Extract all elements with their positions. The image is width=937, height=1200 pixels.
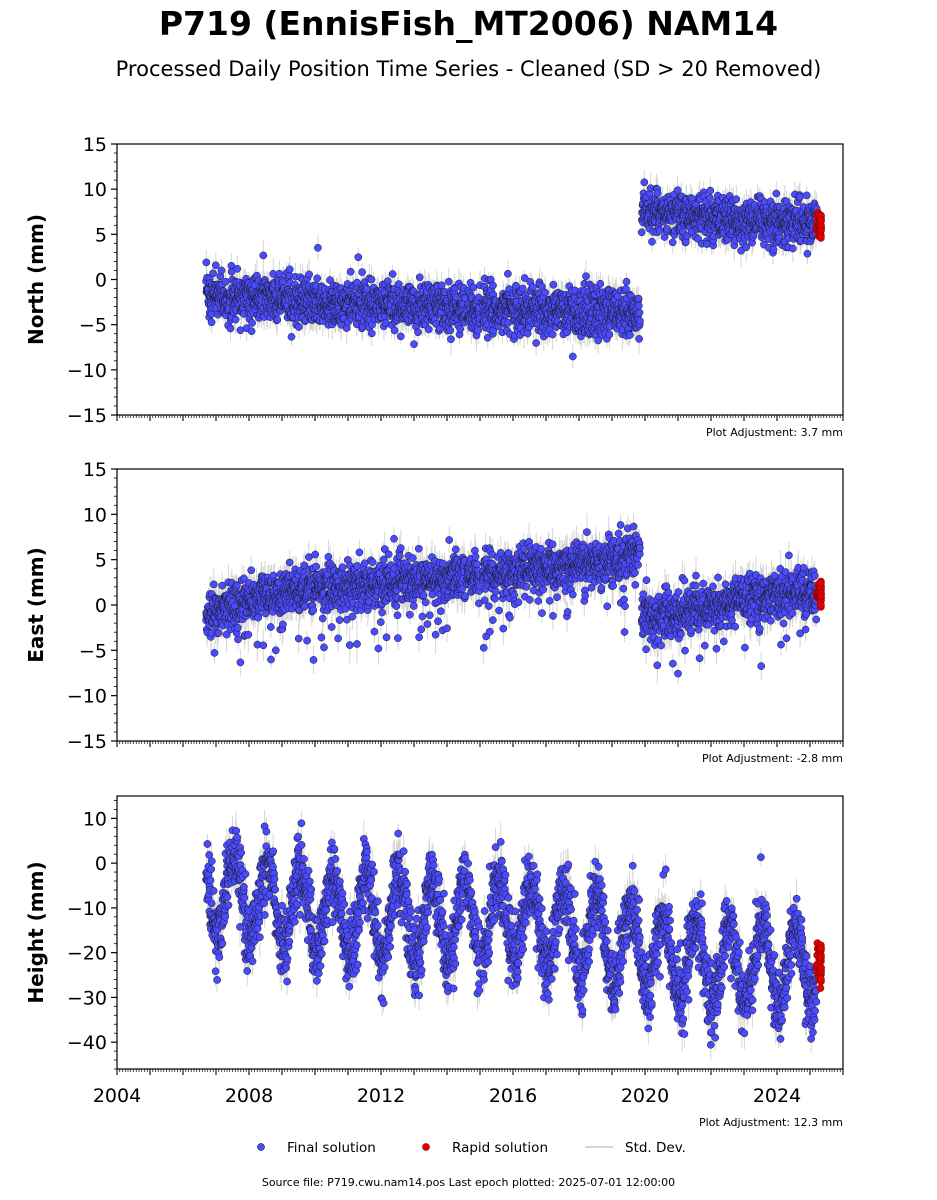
final-point xyxy=(444,277,453,286)
final-point xyxy=(354,253,363,262)
final-point xyxy=(474,326,483,335)
final-point xyxy=(469,283,478,292)
final-point xyxy=(582,272,590,281)
final-point xyxy=(247,327,256,336)
final-points xyxy=(202,178,821,361)
final-point xyxy=(305,270,313,279)
final-point xyxy=(668,238,677,247)
final-point xyxy=(594,336,602,345)
final-point xyxy=(346,267,355,276)
final-point xyxy=(209,269,217,278)
final-point xyxy=(635,335,643,343)
final-point xyxy=(483,333,492,342)
final-point xyxy=(285,265,294,274)
final-point xyxy=(358,268,366,276)
final-point xyxy=(362,285,371,293)
final-point xyxy=(326,276,334,284)
final-point xyxy=(637,228,646,237)
plot-area xyxy=(202,170,825,369)
final-point xyxy=(532,339,540,347)
final-point xyxy=(548,330,557,339)
final-point xyxy=(634,301,643,310)
final-point xyxy=(596,279,605,288)
final-point xyxy=(211,261,220,270)
final-point xyxy=(259,251,268,260)
final-point xyxy=(626,331,634,339)
final-point xyxy=(217,266,226,275)
final-point xyxy=(367,275,376,284)
final-point xyxy=(390,326,399,335)
final-point xyxy=(424,325,433,334)
final-point xyxy=(313,274,322,283)
final-point xyxy=(410,340,418,349)
final-point xyxy=(415,273,424,282)
final-point xyxy=(437,281,446,290)
final-point xyxy=(520,274,529,282)
final-point xyxy=(634,294,643,303)
final-point xyxy=(622,277,631,286)
final-point xyxy=(248,319,256,327)
final-point xyxy=(226,324,235,333)
page-subtitle: Processed Daily Position Time Series - C… xyxy=(115,57,822,81)
final-point xyxy=(529,283,537,291)
final-point xyxy=(605,330,614,339)
final-point xyxy=(394,280,403,288)
final-point xyxy=(549,280,558,289)
final-point xyxy=(635,308,644,317)
final-point xyxy=(447,335,455,344)
final-point xyxy=(396,332,405,341)
final-point xyxy=(446,326,455,335)
final-point xyxy=(648,237,656,246)
final-point xyxy=(456,325,465,333)
final-point xyxy=(367,329,376,338)
final-point xyxy=(663,225,672,233)
final-point xyxy=(673,186,682,195)
final-point xyxy=(414,328,422,337)
page-title: P719 (EnnisFish_MT2006) NAM14 xyxy=(158,4,779,43)
final-point xyxy=(653,189,662,198)
final-point xyxy=(523,329,532,338)
final-point xyxy=(655,226,664,235)
final-point xyxy=(295,323,303,331)
final-point xyxy=(314,243,322,252)
final-point xyxy=(489,281,497,290)
final-point xyxy=(202,258,211,267)
final-point xyxy=(233,264,242,273)
final-point xyxy=(207,318,216,327)
final-point xyxy=(342,324,351,332)
final-point xyxy=(568,352,577,361)
final-point xyxy=(538,282,546,291)
final-point xyxy=(512,281,520,290)
final-point xyxy=(636,316,644,325)
final-point xyxy=(231,315,240,324)
final-point xyxy=(504,269,512,278)
final-point xyxy=(207,310,216,318)
final-point xyxy=(287,332,296,341)
final-point xyxy=(541,288,549,297)
final-point xyxy=(221,277,230,286)
final-point xyxy=(388,270,397,278)
final-point xyxy=(640,178,649,187)
final-point xyxy=(273,315,282,324)
final-point xyxy=(518,284,527,293)
